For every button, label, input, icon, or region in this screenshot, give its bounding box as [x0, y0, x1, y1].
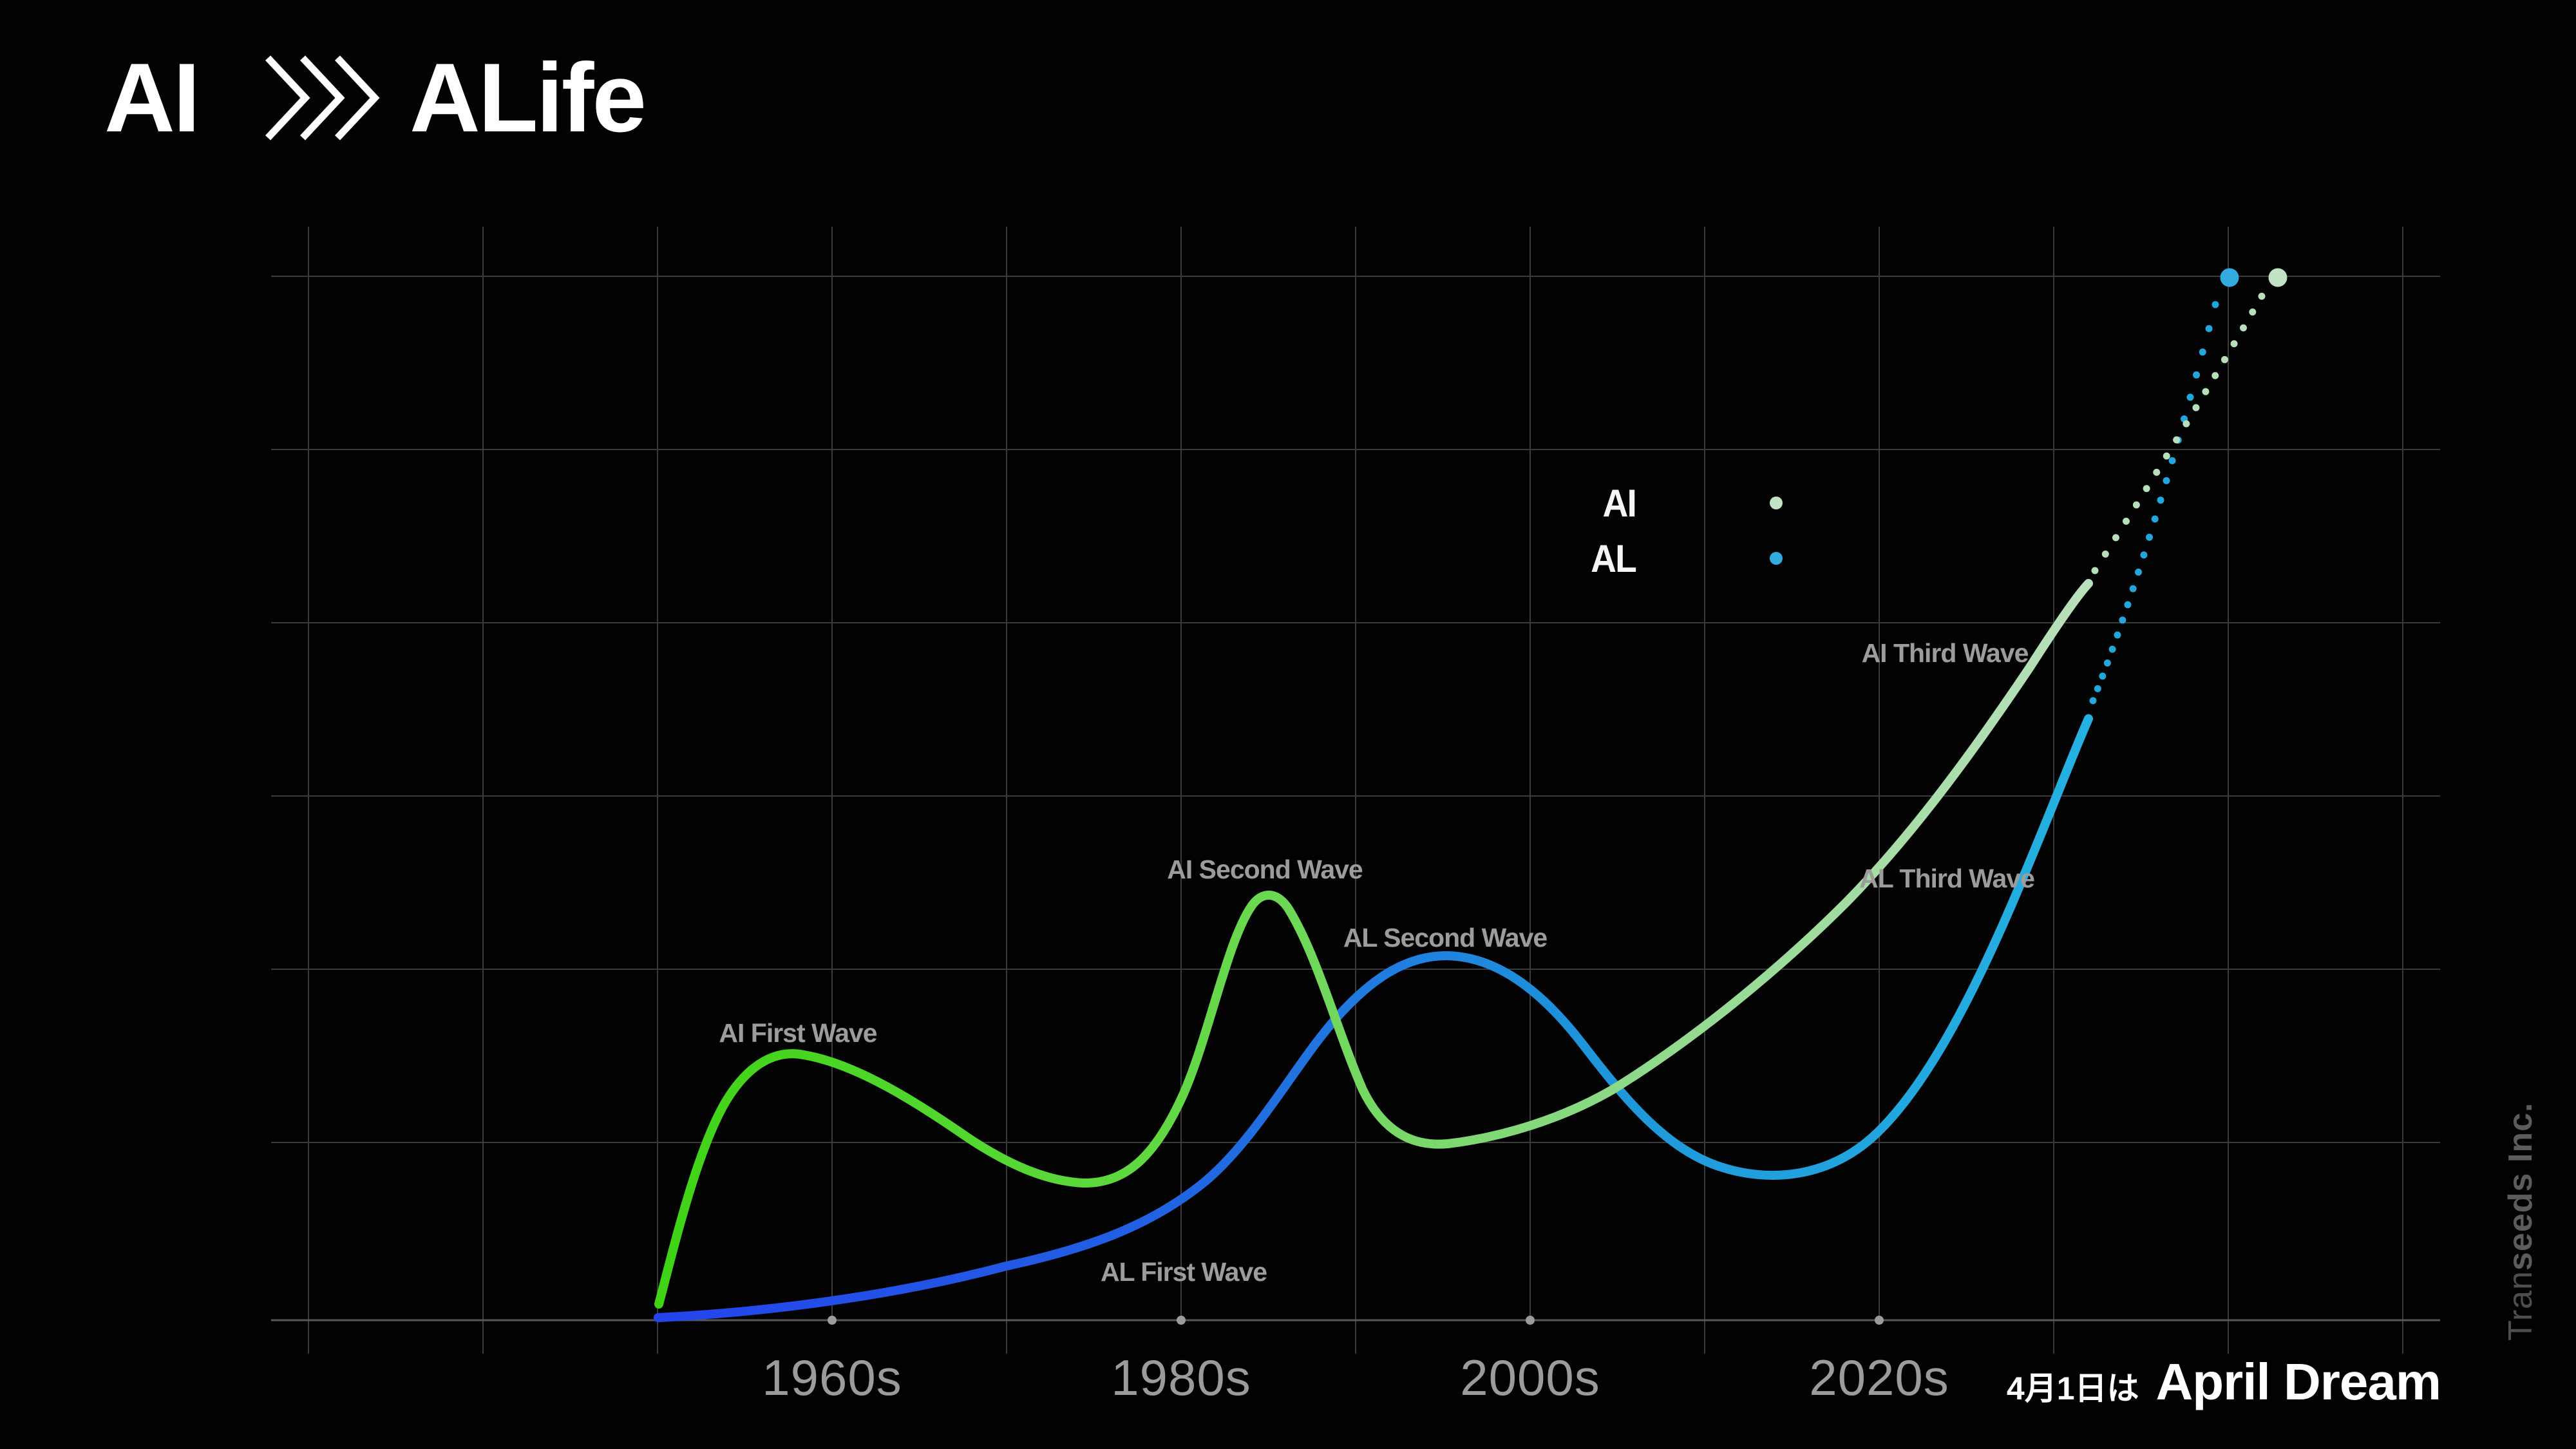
- x-axis-tick-label: 2020s: [1809, 1349, 1949, 1406]
- wave-annotation: AI First Wave: [719, 1018, 877, 1048]
- title-ai: AI: [104, 43, 200, 153]
- wave-annotation: AI Third Wave: [1861, 638, 2029, 668]
- legend-label-ai: AI: [1602, 481, 1636, 525]
- x-axis: [271, 1316, 2440, 1325]
- footer-japanese-text: 4月1日は: [2006, 1370, 2139, 1406]
- projection-dots: [2089, 268, 2287, 705]
- watermark-light: Tran: [2502, 1271, 2539, 1341]
- x-axis-tick-label: 1980s: [1111, 1349, 1251, 1406]
- footer-april-dream: April Dream: [2155, 1353, 2441, 1410]
- watermark-bold: seeds Inc.: [2502, 1102, 2539, 1271]
- title-alife: ALife: [410, 43, 647, 153]
- legend-label-al: AL: [1591, 536, 1637, 580]
- wave-annotation: AI Second Wave: [1167, 855, 1363, 884]
- triple-chevron-right-icon: [265, 55, 380, 140]
- x-axis-tick-label: 1960s: [762, 1349, 902, 1406]
- legend-line-al-icon: [1662, 552, 1783, 565]
- legend-row-al: AL: [1577, 531, 1797, 586]
- legend-line-ai-icon: [1662, 497, 1783, 509]
- footer-tagline: 4月1日は April Dream: [2007, 1352, 2441, 1412]
- company-watermark: Transeeds Inc.: [2501, 1045, 2540, 1341]
- gridlines: [271, 227, 2440, 1354]
- ai-curve: [654, 579, 2093, 1309]
- x-axis-tick-label: 2000s: [1460, 1349, 1600, 1406]
- wave-annotation: AL Second Wave: [1343, 923, 1548, 952]
- series-curves: [654, 579, 2093, 1322]
- slide-title: AI ALife: [104, 40, 647, 156]
- wave-annotation: AL Third Wave: [1859, 864, 2035, 893]
- al-curve: [654, 714, 2093, 1322]
- legend-row-ai: AI: [1577, 475, 1797, 531]
- wave-annotation: AL First Wave: [1100, 1257, 1267, 1287]
- chart-legend: AI AL: [1577, 475, 1797, 586]
